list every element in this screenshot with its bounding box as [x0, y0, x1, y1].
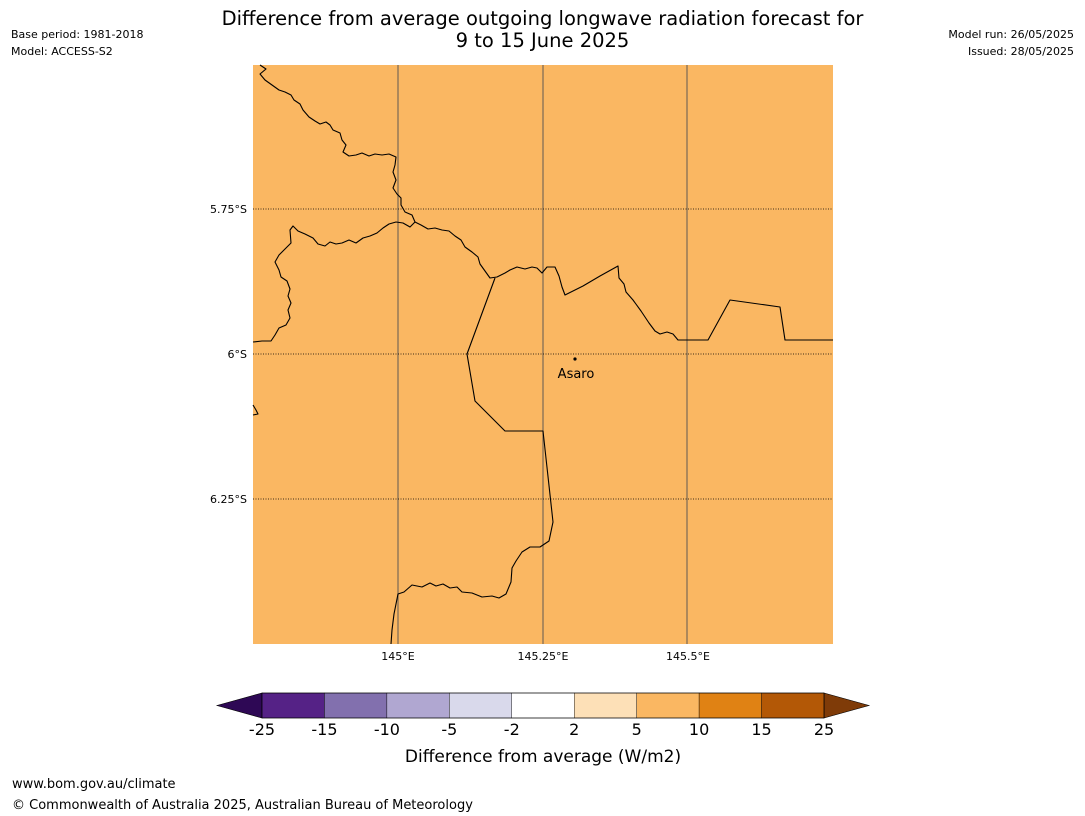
lon-tick-145-5e: 145.5°E	[666, 650, 710, 663]
colorbar-tick-label: 25	[814, 720, 834, 739]
colorbar-segment	[261, 692, 325, 719]
colorbar-tick-label: -2	[504, 720, 520, 739]
colorbar-tick-label: 5	[632, 720, 642, 739]
lon-tick-145e: 145°E	[381, 650, 414, 663]
colorbar-segments	[261, 692, 825, 719]
colorbar-segment	[324, 692, 388, 719]
colorbar-label: Difference from average (W/m2)	[405, 747, 681, 767]
base-period-text: Base period: 1981-2018	[11, 28, 144, 41]
colorbar-tick-label: -15	[311, 720, 337, 739]
colorbar-tick-label: 2	[569, 720, 579, 739]
asaro-marker	[573, 357, 577, 361]
colorbar-outline	[261, 692, 825, 719]
colorbar-segment	[761, 692, 825, 719]
colorbar: -25 -15 -10 -5 -2 2 5 10 15 25 Difference from av…	[215, 692, 871, 767]
colorbar-tick-label: 10	[689, 720, 709, 739]
footer: www.bom.gov.au/climate © Commonwealth of…	[12, 774, 473, 816]
colorbar-extend-high	[823, 692, 871, 719]
footer-copyright: © Commonwealth of Australia 2025, Austra…	[12, 798, 473, 813]
colorbar-segment	[636, 692, 700, 719]
border-west-notch	[252, 404, 259, 416]
colorbar-segment	[511, 692, 575, 719]
colorbar-segment	[449, 692, 512, 719]
title-line-1: Difference from average outgoing longwav…	[221, 7, 864, 30]
issued-text: Issued: 28/05/2025	[967, 45, 1074, 58]
meta-left: Base period: 1981-2018 Model: ACCESS-S2	[11, 26, 143, 60]
colorbar-tick-label: -10	[374, 720, 400, 739]
province-borders	[252, 64, 833, 645]
footer-url: www.bom.gov.au/climate	[12, 777, 176, 792]
colorbar-tick-label: 15	[751, 720, 771, 739]
lat-tick-5-75s: 5.75°S	[210, 203, 247, 216]
border-southern-line	[390, 277, 554, 645]
chart-title: Difference from average outgoing longwav…	[0, 8, 1085, 52]
colorbar-tick-label: -25	[249, 720, 275, 739]
map-panel: Asaro 5.75°S 6°S 6.25°S 145°E 145.25°E 1…	[210, 64, 833, 663]
colorbar-ticks: -25 -15 -10 -5 -2 2 5 10 15 25	[249, 720, 834, 739]
colorbar-segment	[386, 692, 450, 719]
lat-tick-6-25s: 6.25°S	[210, 493, 247, 506]
colorbar-segment	[574, 692, 637, 719]
lat-tick-6s: 6°S	[228, 348, 247, 361]
colorbar-extend-low	[215, 692, 263, 719]
colorbar-tick-label: -5	[441, 720, 457, 739]
colorbar-segment	[698, 692, 762, 719]
lon-tick-145-25e: 145.25°E	[518, 650, 569, 663]
model-text: Model: ACCESS-S2	[11, 45, 113, 58]
title-line-2: 9 to 15 June 2025	[455, 29, 630, 52]
model-run-text: Model run: 26/05/2025	[948, 28, 1074, 41]
asaro-label: Asaro	[558, 367, 595, 382]
meta-right: Model run: 26/05/2025 Issued: 28/05/2025	[948, 26, 1074, 60]
border-central	[414, 221, 833, 341]
